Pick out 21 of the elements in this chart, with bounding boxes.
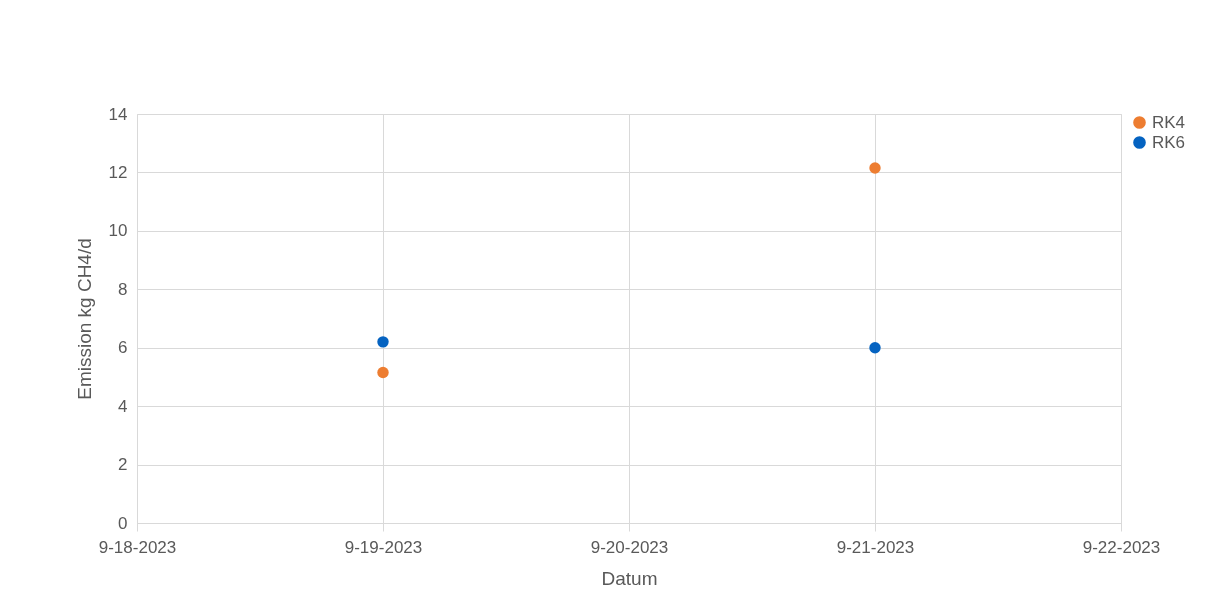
y-tick-label: 10: [108, 221, 128, 241]
y-axis-title: Emission kg CH4/d: [73, 238, 95, 400]
legend-label: RK6: [1152, 132, 1186, 152]
y-tick-label: 14: [108, 104, 128, 124]
x-axis-title: Datum: [601, 567, 658, 589]
point: [377, 366, 389, 379]
point: [869, 342, 881, 354]
y-tick-label: 8: [118, 279, 128, 299]
y-tick-label: 6: [118, 338, 128, 358]
x-tick-label: 9-20-2023: [590, 537, 669, 557]
x-tick-label: 9-19-2023: [344, 537, 423, 557]
y-tick-label: 12: [108, 162, 128, 182]
y-tick-label: 4: [118, 396, 128, 416]
y-tick-label: 0: [118, 513, 128, 533]
x-tick-label: 9-21-2023: [836, 537, 915, 557]
point: [377, 336, 389, 348]
legend-label: RK4: [1152, 112, 1186, 132]
x-tick-label: 9-22-2023: [1082, 537, 1161, 557]
x-tick-label: 9-18-2023: [98, 537, 177, 557]
point: [869, 162, 881, 174]
y-tick-label: 2: [118, 455, 128, 475]
